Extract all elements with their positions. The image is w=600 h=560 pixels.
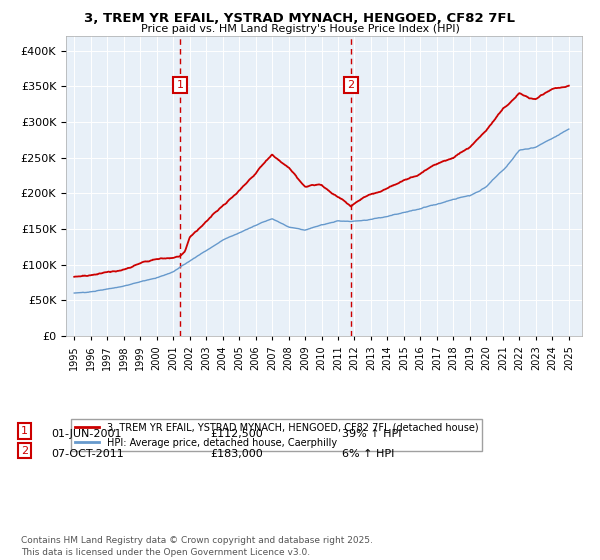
- Text: 2: 2: [347, 80, 354, 90]
- Text: £112,500: £112,500: [210, 429, 263, 439]
- Text: £183,000: £183,000: [210, 449, 263, 459]
- Text: 1: 1: [176, 80, 184, 90]
- Text: 3, TREM YR EFAIL, YSTRAD MYNACH, HENGOED, CF82 7FL: 3, TREM YR EFAIL, YSTRAD MYNACH, HENGOED…: [85, 12, 515, 25]
- Text: 07-OCT-2011: 07-OCT-2011: [51, 449, 124, 459]
- Text: 1: 1: [21, 426, 28, 436]
- Text: Price paid vs. HM Land Registry's House Price Index (HPI): Price paid vs. HM Land Registry's House …: [140, 24, 460, 34]
- Text: Contains HM Land Registry data © Crown copyright and database right 2025.
This d: Contains HM Land Registry data © Crown c…: [21, 536, 373, 557]
- Legend: 3, TREM YR EFAIL, YSTRAD MYNACH, HENGOED, CF82 7FL (detached house), HPI: Averag: 3, TREM YR EFAIL, YSTRAD MYNACH, HENGOED…: [71, 419, 482, 451]
- Text: 6% ↑ HPI: 6% ↑ HPI: [342, 449, 394, 459]
- Text: 01-JUN-2001: 01-JUN-2001: [51, 429, 121, 439]
- Text: 2: 2: [21, 446, 28, 456]
- Text: 39% ↑ HPI: 39% ↑ HPI: [342, 429, 401, 439]
